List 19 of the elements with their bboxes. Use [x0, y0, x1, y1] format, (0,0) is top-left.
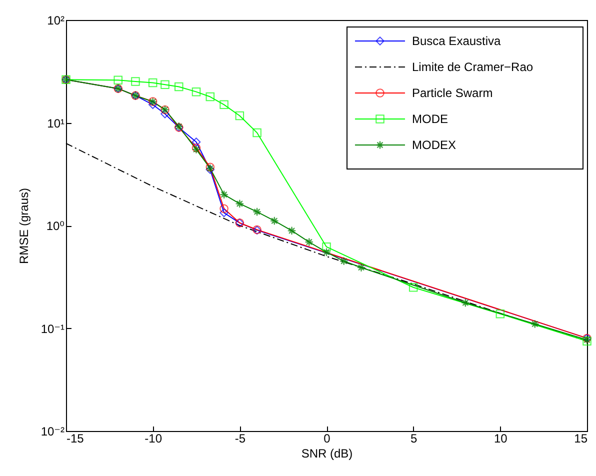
- y-tick-label: 10⁻²: [40, 424, 64, 438]
- legend-label: MODE: [412, 112, 448, 126]
- x-tick-label: 15: [574, 432, 588, 446]
- y-tick-label: 10⁰: [46, 219, 65, 233]
- y-tick-label: 10⁻¹: [40, 322, 64, 336]
- x-tick-label: -5: [234, 432, 246, 446]
- x-axis-title: SNR (dB): [301, 446, 353, 460]
- x-tick-label: 0: [324, 432, 331, 446]
- x-tick-label: 5: [410, 432, 418, 446]
- legend-label: MODEX: [412, 138, 456, 152]
- legend-label: Limite de Cramer−Rao: [412, 60, 534, 74]
- y-axis-title: RMSE (graus): [16, 188, 31, 264]
- x-tick-label: 10: [494, 432, 508, 446]
- x-tick-label: -15: [66, 432, 84, 446]
- legend-label: Busca Exaustiva: [412, 34, 502, 48]
- y-tick-label: 10¹: [47, 116, 65, 130]
- legend-label: Particle Swarm: [412, 86, 493, 100]
- y-tick-label: 10²: [47, 14, 65, 28]
- x-tick-label: -10: [144, 432, 162, 446]
